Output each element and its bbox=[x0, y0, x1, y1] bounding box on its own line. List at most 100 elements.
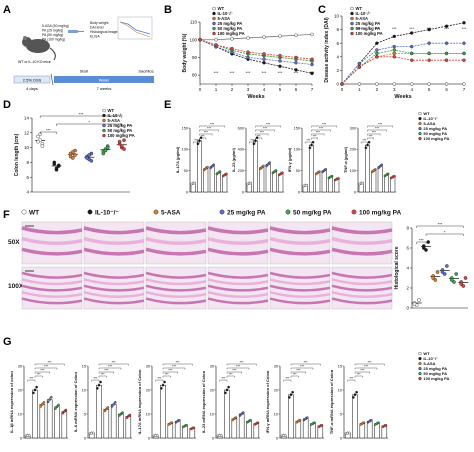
data-point bbox=[36, 139, 40, 144]
histology-frame bbox=[145, 266, 207, 310]
bar bbox=[295, 420, 302, 439]
significance-bracket bbox=[199, 137, 207, 140]
significance-bracket bbox=[226, 375, 235, 378]
data-point bbox=[106, 406, 110, 409]
legend-marker bbox=[212, 11, 216, 16]
x-tick-label: 5 bbox=[279, 87, 282, 92]
bar bbox=[366, 420, 373, 439]
data-point bbox=[54, 407, 57, 410]
significance-bracket bbox=[360, 141, 368, 144]
tissue-band bbox=[21, 297, 83, 305]
tissue-band bbox=[269, 290, 331, 298]
bar bbox=[231, 418, 238, 439]
data-point bbox=[68, 154, 73, 159]
data-point bbox=[384, 423, 388, 427]
legend-label: 25 mg/kg PA bbox=[218, 21, 243, 26]
data-point bbox=[122, 147, 126, 151]
data-point bbox=[214, 43, 218, 47]
significance-bracket bbox=[354, 367, 378, 370]
significance-label: *** bbox=[257, 135, 262, 139]
data-point bbox=[330, 174, 334, 178]
tissue-band bbox=[331, 226, 393, 235]
panel-letter-e: E bbox=[164, 99, 171, 111]
data-point bbox=[36, 134, 40, 139]
bar bbox=[246, 420, 252, 439]
significance-label: *** bbox=[462, 26, 467, 31]
data-point bbox=[230, 46, 234, 51]
treatment-group-list: 5-ASA (50 mg/kg)PA (25 mg/kg)PA (50 mg/k… bbox=[42, 24, 69, 42]
y-tick-label: 0 bbox=[336, 82, 339, 87]
tissue-band bbox=[83, 236, 145, 245]
tissue-band bbox=[207, 284, 269, 292]
significance-label: *** bbox=[409, 26, 414, 31]
legend-label: IL-10⁻/⁻ bbox=[218, 11, 233, 16]
significance-bracket bbox=[39, 115, 123, 118]
y-tick-label: 0 bbox=[186, 190, 188, 194]
data-point bbox=[462, 41, 466, 45]
significance-label: *** bbox=[293, 373, 298, 377]
data-point bbox=[375, 55, 379, 59]
data-point bbox=[392, 48, 396, 52]
syringe-icon bbox=[68, 30, 84, 33]
mouse-label: WT or IL-10 KO mice bbox=[18, 60, 51, 64]
data-point bbox=[206, 165, 209, 169]
data-point bbox=[61, 411, 65, 415]
x-tick-label: 0 bbox=[341, 87, 344, 92]
legend-marker bbox=[418, 372, 422, 376]
duration-water: 7 weeks bbox=[97, 86, 112, 91]
data-point bbox=[249, 181, 253, 185]
data-point bbox=[105, 145, 110, 150]
data-point bbox=[324, 168, 328, 171]
significance-bracket bbox=[98, 375, 107, 378]
panel-b-body-weight-chart: 80 90 100 110 0 1 2 3 4 5 6 7 Weeks Body weight (%) **… bbox=[182, 6, 315, 100]
tissue-band bbox=[145, 226, 207, 235]
significance-bracket bbox=[34, 367, 58, 370]
x-tick-label: 0 bbox=[199, 87, 202, 92]
legend-marker bbox=[87, 209, 93, 215]
data-point bbox=[410, 82, 414, 86]
y-tick-label: 200 bbox=[350, 148, 356, 152]
data-point bbox=[262, 52, 266, 56]
data-point bbox=[378, 165, 382, 168]
significance-label: *** bbox=[349, 377, 354, 381]
data-point bbox=[234, 416, 238, 419]
legend-marker bbox=[212, 21, 216, 26]
data-point bbox=[362, 421, 366, 425]
legend-label: 100 mg/kg PA bbox=[356, 31, 383, 36]
y-tick-label: 8 bbox=[336, 27, 339, 32]
data-point bbox=[291, 390, 294, 394]
significance-label: *** bbox=[221, 377, 226, 381]
significance-label: *** bbox=[316, 131, 321, 135]
significance-bracket bbox=[34, 375, 43, 378]
y-tick-label: 4 bbox=[406, 266, 409, 271]
significance-bracket bbox=[199, 133, 213, 136]
significance-label: *** bbox=[360, 369, 365, 373]
series-line bbox=[199, 39, 313, 65]
data-point bbox=[89, 159, 94, 163]
tissue-band bbox=[207, 290, 269, 298]
significance-label: *** bbox=[240, 361, 245, 365]
data-point bbox=[254, 139, 257, 143]
data-point bbox=[54, 167, 59, 172]
bar bbox=[96, 384, 102, 439]
legend-marker bbox=[21, 209, 27, 215]
panel-letter-f: F bbox=[3, 209, 10, 221]
legend-label: 25 mg/kg PA bbox=[423, 366, 447, 371]
data-point bbox=[99, 380, 102, 384]
data-point bbox=[310, 62, 314, 67]
histology-frame bbox=[207, 266, 269, 310]
bar bbox=[384, 174, 389, 193]
legend-label: IL-10⁻/⁻ bbox=[356, 11, 371, 16]
legend-marker bbox=[212, 31, 216, 36]
data-point bbox=[461, 284, 466, 288]
data-point bbox=[283, 434, 287, 437]
histology-image bbox=[145, 221, 207, 265]
y-tick-label: 0 bbox=[298, 190, 300, 194]
data-point bbox=[444, 82, 449, 86]
bar bbox=[125, 416, 132, 439]
legend-label: 50 mg/kg PA bbox=[423, 131, 447, 136]
legend-marker bbox=[219, 209, 225, 215]
histology-frame bbox=[207, 221, 269, 265]
data-point bbox=[268, 161, 272, 164]
legend-label: IL-10⁻/⁻ bbox=[95, 210, 119, 217]
